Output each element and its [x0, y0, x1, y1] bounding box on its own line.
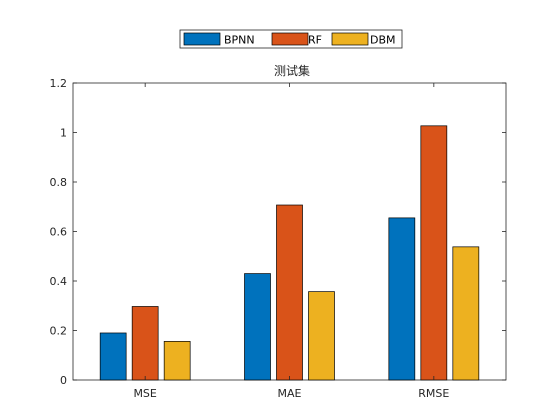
bar-rf-mse: [131, 306, 159, 381]
legend-label-dbm: DBM: [370, 34, 396, 47]
y-tick-label: 0.4: [50, 275, 68, 288]
legend-label-bpnn: BPNN: [224, 34, 255, 47]
y-tick-label: 0.8: [50, 176, 68, 189]
bar-bpnn-mae: [244, 273, 271, 381]
y-tick-label: 1: [60, 127, 67, 140]
x-tick-label: MAE: [278, 387, 302, 400]
legend-swatch-rf: [271, 32, 309, 46]
y-axis: 0 0.2 0.4 0.6 0.8 1 1.2: [50, 77, 506, 387]
bars: [99, 125, 480, 381]
bar-bpnn-rmse: [388, 217, 416, 381]
y-tick-label: 0.6: [50, 226, 68, 239]
legend-swatch-bpnn: [183, 32, 221, 46]
y-tick-label: 1.2: [50, 77, 68, 90]
bar-dbm-mse: [163, 341, 191, 381]
bar-bpnn-mse: [99, 332, 127, 381]
plot-area: 0 0.2 0.4 0.6 0.8 1 1.2 MSE MAE RMSE: [50, 77, 507, 400]
bar-dbm-rmse: [452, 246, 480, 381]
legend-label-rf: RF: [308, 34, 322, 47]
x-tick-label: MSE: [133, 387, 156, 400]
y-tick-label: 0.2: [50, 325, 68, 338]
x-axis: MSE MAE RMSE: [133, 83, 449, 400]
legend: BPNN RF DBM: [179, 29, 403, 49]
bar-rf-mae: [276, 204, 303, 381]
bar-dbm-mae: [308, 291, 335, 381]
legend-swatch-dbm: [331, 32, 369, 46]
x-tick-label: RMSE: [418, 387, 449, 400]
chart-title: 测试集: [274, 63, 310, 78]
y-tick-label: 0: [60, 374, 67, 387]
bar-rf-rmse: [420, 125, 448, 381]
